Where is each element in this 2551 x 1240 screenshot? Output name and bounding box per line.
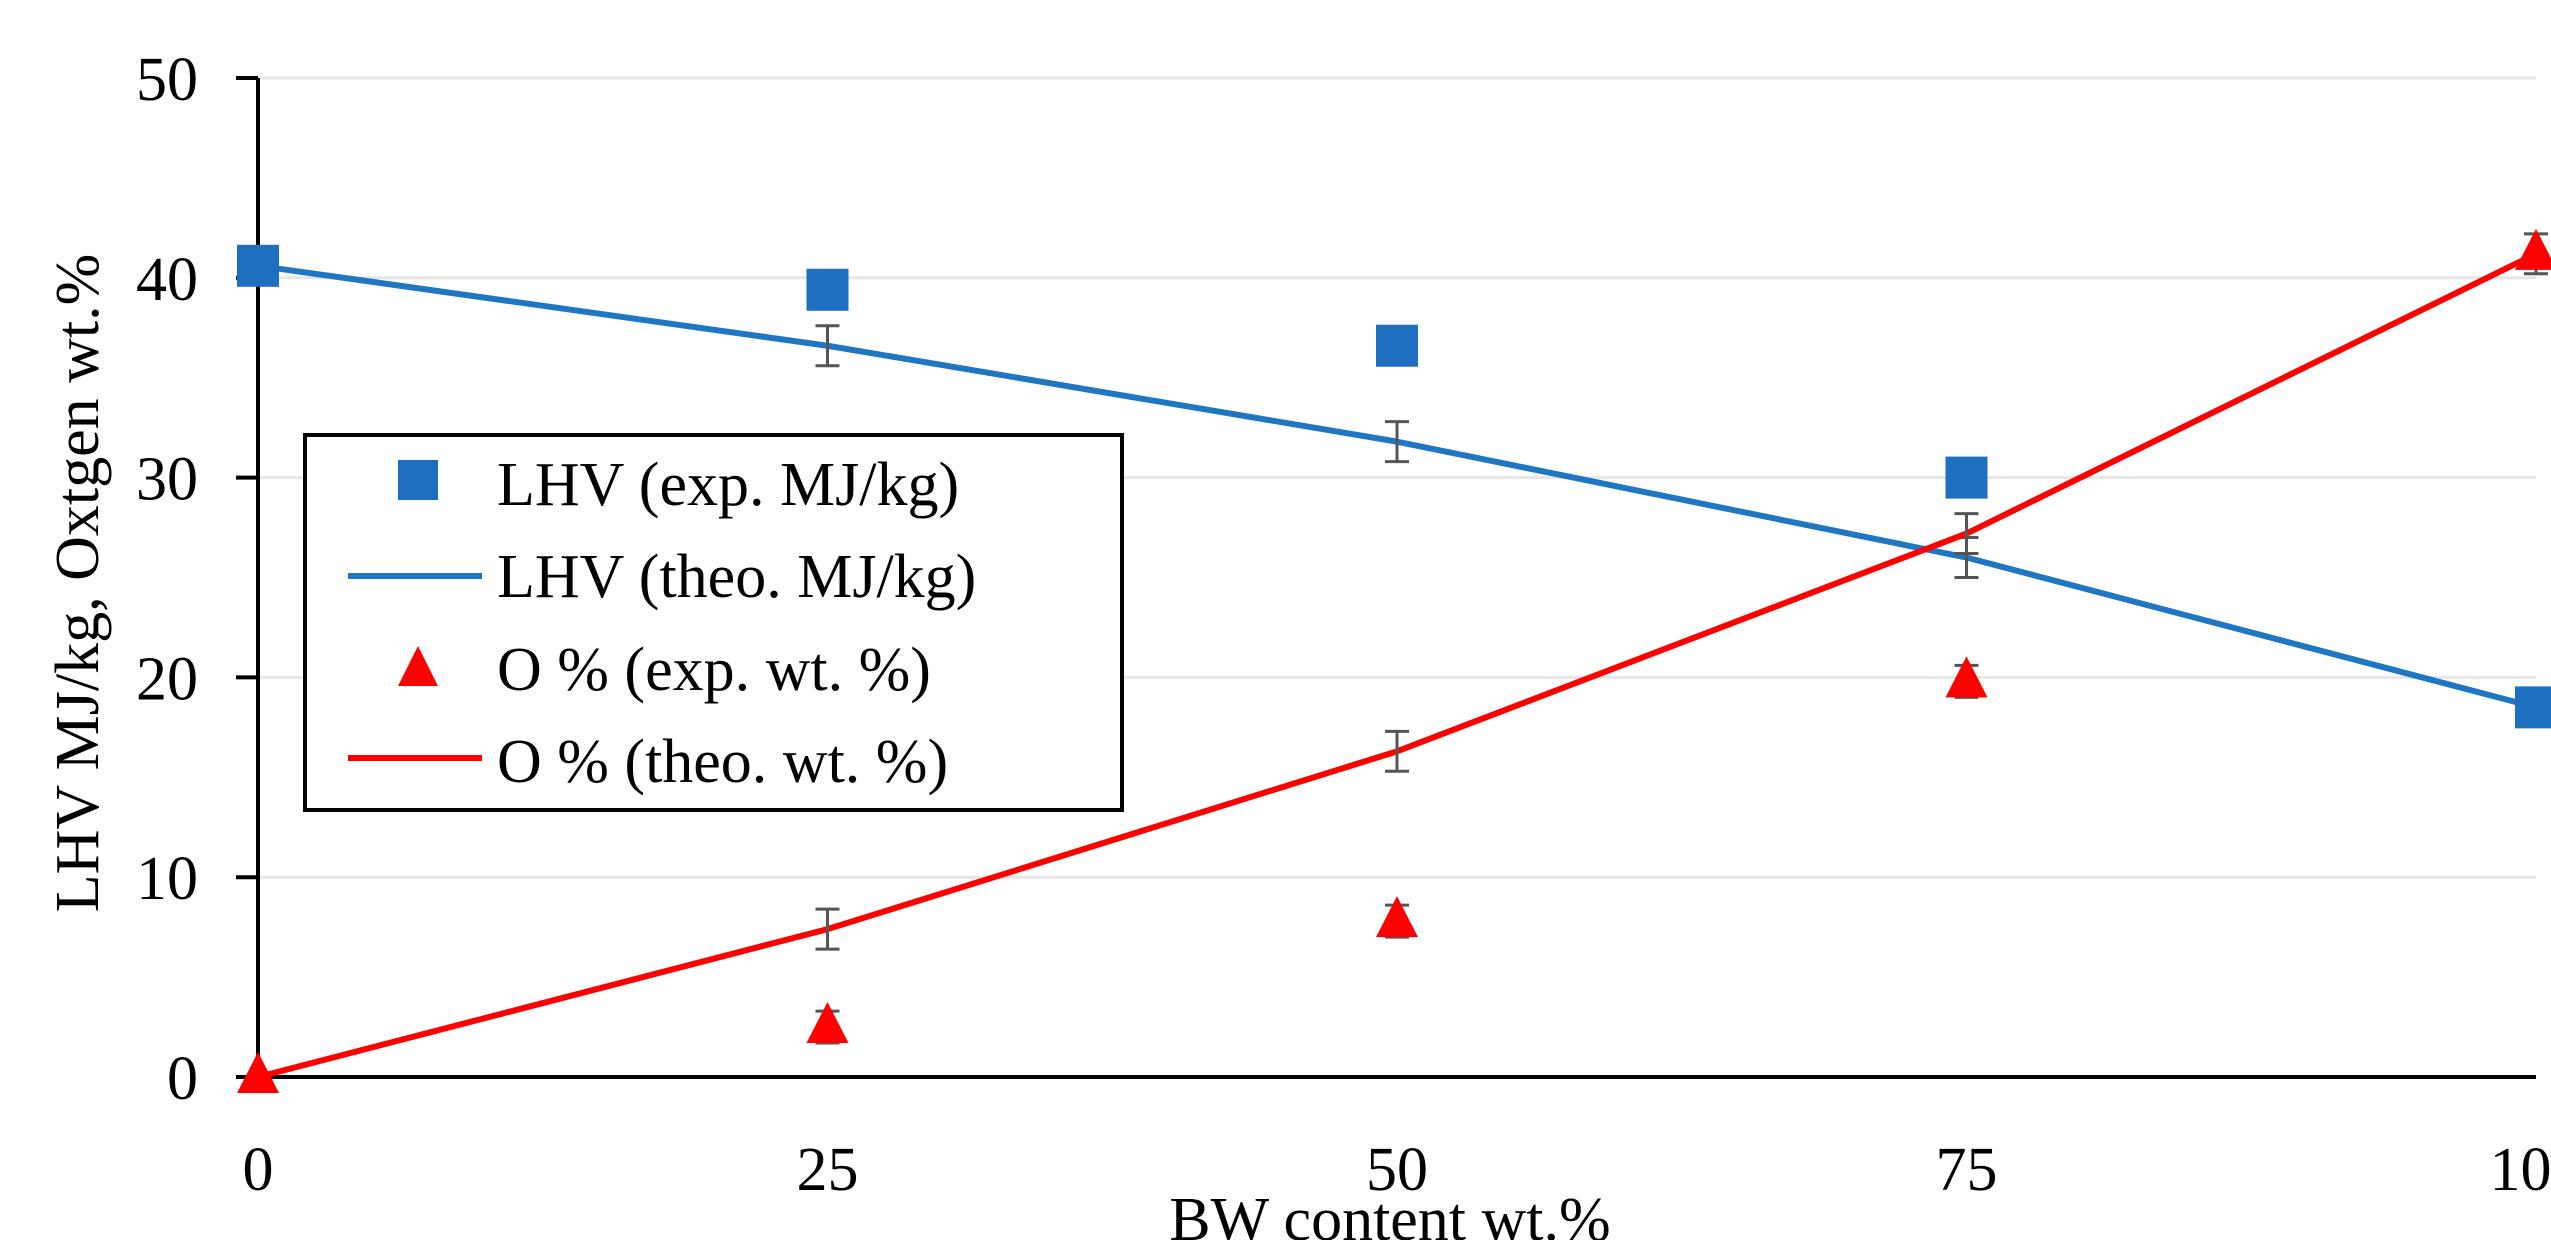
data-point <box>2515 686 2551 729</box>
data-point <box>1376 324 1418 367</box>
x-tick-label: 25 <box>797 1136 859 1204</box>
y-axis-title: LHV MJ/kg, Oxtgen wt.% <box>44 254 112 912</box>
y-tick-label: 30 <box>136 446 198 514</box>
square-marker-icon <box>398 460 438 500</box>
legend-label: LHV (exp. MJ/kg) <box>497 451 959 519</box>
x-tick-label: 75 <box>1936 1136 1998 1204</box>
data-point <box>2515 228 2551 270</box>
legend-label: O % (exp. wt. %) <box>497 636 931 704</box>
y-tick-label: 0 <box>167 1045 198 1113</box>
data-point <box>237 1052 279 1093</box>
legend: LHV (exp. MJ/kg) LHV (theo. MJ/kg) O % (… <box>303 433 1124 812</box>
x-axis-title: BW content wt.% <box>1169 1186 1610 1240</box>
legend-item-lhv-theo: LHV (theo. MJ/kg) <box>348 543 976 611</box>
legend-item-o-theo: O % (theo. wt. %) <box>348 728 948 796</box>
data-point <box>1945 656 1988 698</box>
x-tick-label: 0 <box>243 1136 274 1204</box>
y-tick-label: 10 <box>136 845 198 913</box>
legend-label: LHV (theo. MJ/kg) <box>497 543 976 611</box>
x-tick-label: 50 <box>1366 1136 1428 1204</box>
legend-box <box>303 433 1124 812</box>
data-point <box>237 244 279 287</box>
legend-item-o-exp: O % (exp. wt. %) <box>398 636 931 704</box>
y-tick-label: 20 <box>136 645 198 713</box>
legend-label: O % (theo. wt. %) <box>497 728 948 796</box>
data-point <box>806 268 849 311</box>
data-point <box>806 1002 849 1044</box>
y-tick-labels: 0 10 20 30 40 50 <box>136 46 198 1113</box>
legend-item-lhv-exp: LHV (exp. MJ/kg) <box>398 451 959 519</box>
data-point <box>1376 896 1418 938</box>
plot-area <box>237 228 2551 1093</box>
x-tick-labels: 0 25 50 75 100 <box>243 1136 2551 1204</box>
series-1 <box>257 262 2537 711</box>
x-tick-label: 100 <box>2490 1136 2551 1204</box>
y-tick-label: 40 <box>136 246 198 314</box>
y-tick-label: 50 <box>136 46 198 114</box>
data-point <box>1945 456 1988 499</box>
series-0 <box>237 244 2551 729</box>
triangle-marker-icon <box>398 646 438 686</box>
series-2 <box>237 228 2551 1093</box>
